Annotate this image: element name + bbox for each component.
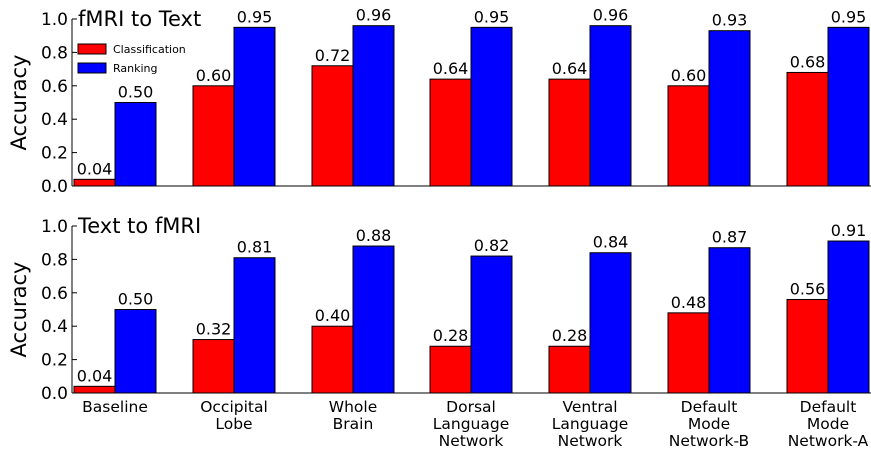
x-tick-label: Occipital [200,398,268,416]
bar-ranking-5 [589,252,632,394]
data-label: 0.96 [356,6,392,25]
y-tick-label: 0.6 [41,77,68,97]
bar-ranking-1 [114,309,157,394]
x-tick-label: Language [433,415,510,433]
panel-title: Text to fMRI [77,214,201,238]
bar-classification-7 [786,298,829,394]
data-label: 0.95 [237,7,273,26]
data-label: 0.68 [790,52,826,71]
bar-classification-4 [429,345,472,394]
x-tick-label: Brain [333,415,374,433]
x-tick-label: Whole [329,398,377,416]
bar-classification-1 [73,178,116,187]
chart-panel-2: 0.04 0.32 0.40 0.28 0.28 0.48 0.56 0.50 0.81 0.88… [7,214,871,450]
data-label: 0.40 [315,306,351,325]
bar-ranking-4 [470,255,513,394]
legend-swatch-ranking [77,62,107,74]
y-tick-label: 0.8 [41,250,68,270]
y-tick-label: 0.0 [41,177,68,197]
x-tick-label: Baseline [82,398,148,416]
bar-ranking-3 [352,245,395,394]
bar-classification-1 [73,385,116,394]
data-label: 0.04 [77,159,113,178]
data-label: 0.28 [552,326,588,345]
data-label: 0.32 [196,320,232,339]
data-label: 0.95 [831,7,867,26]
x-tick-label: Network-A [788,432,869,450]
bar-ranking-6 [708,247,751,394]
y-tick-label: 0.0 [41,384,68,404]
data-label: 0.96 [593,6,629,25]
data-label: 0.84 [593,233,629,252]
y-tick-label: 0.4 [41,110,68,130]
data-label: 0.28 [433,326,469,345]
bar-classification-3 [311,325,354,394]
bar-ranking-5 [589,25,632,187]
data-label: 0.60 [671,66,707,85]
x-tick-label: Ventral [562,398,617,416]
data-label: 0.88 [356,226,392,245]
x-tick-label: Default [681,398,738,416]
data-label: 0.60 [196,66,232,85]
bar-ranking-7 [827,240,870,394]
legend-swatch-classification [77,43,107,55]
y-tick-label: 0.2 [41,351,68,371]
bar-classification-6 [667,312,710,394]
bar-ranking-3 [352,25,395,187]
y-tick-label: 1.0 [41,217,68,237]
data-label: 0.87 [712,228,748,247]
y-tick-label: 0.4 [41,317,68,337]
data-label: 0.82 [474,236,510,255]
y-tick-label: 0.2 [41,144,68,164]
bar-classification-6 [667,85,710,187]
data-label: 0.48 [671,293,707,312]
bar-ranking-1 [114,102,157,187]
x-tick-label: Dorsal [446,398,496,416]
data-label: 0.95 [474,7,510,26]
bar-ranking-6 [708,30,751,187]
y-tick-label: 1.0 [41,10,68,30]
y-tick-label: 0.6 [41,284,68,304]
bar-classification-5 [548,78,591,187]
x-tick-label: Default [800,398,857,416]
bar-ranking-7 [827,26,870,187]
bar-ranking-2 [233,26,276,187]
data-label: 0.64 [552,59,588,78]
y-tick-label: 0.8 [41,43,68,63]
x-tick-label: Network [558,432,623,450]
data-label: 0.04 [77,366,113,385]
x-tick-label: Mode [807,415,849,433]
y-axis-label: Accuracy [7,55,31,151]
bar-classification-5 [548,345,591,394]
bar-classification-2 [192,85,235,187]
legend-label-ranking: Ranking [113,62,158,75]
x-tick-label: Network-B [669,432,749,450]
bar-ranking-2 [233,257,276,394]
y-axis-label: Accuracy [7,262,31,358]
bar-classification-4 [429,78,472,187]
x-tick-label: Lobe [215,415,252,433]
chart-panel-1: 0.04 0.60 0.72 0.64 0.64 0.60 0.68 0.50 0.95 0.96… [7,6,871,197]
data-label: 0.93 [712,11,748,30]
data-label: 0.72 [315,46,351,65]
x-tick-label: Mode [688,415,730,433]
x-tick-label: Network [439,432,504,450]
bar-classification-7 [786,71,829,187]
data-label: 0.91 [831,221,867,240]
panel-title: fMRI to Text [78,7,201,31]
data-label: 0.81 [237,238,273,257]
legend-label-classification: Classification [113,43,186,56]
data-label: 0.50 [118,290,154,309]
data-label: 0.56 [790,279,826,298]
bar-ranking-4 [470,26,513,187]
bar-classification-3 [311,65,354,187]
bar-classification-2 [192,339,235,394]
data-label: 0.64 [433,59,469,78]
x-tick-label: Language [552,415,629,433]
data-label: 0.50 [118,83,154,102]
